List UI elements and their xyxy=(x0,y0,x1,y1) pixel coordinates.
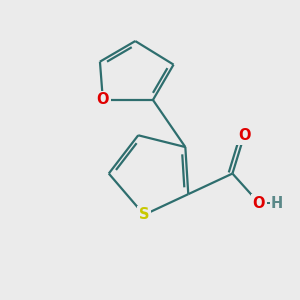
Text: O: O xyxy=(238,128,250,143)
Text: O: O xyxy=(253,196,265,211)
Text: S: S xyxy=(139,207,149,222)
Text: H: H xyxy=(271,196,283,211)
Text: O: O xyxy=(97,92,109,107)
